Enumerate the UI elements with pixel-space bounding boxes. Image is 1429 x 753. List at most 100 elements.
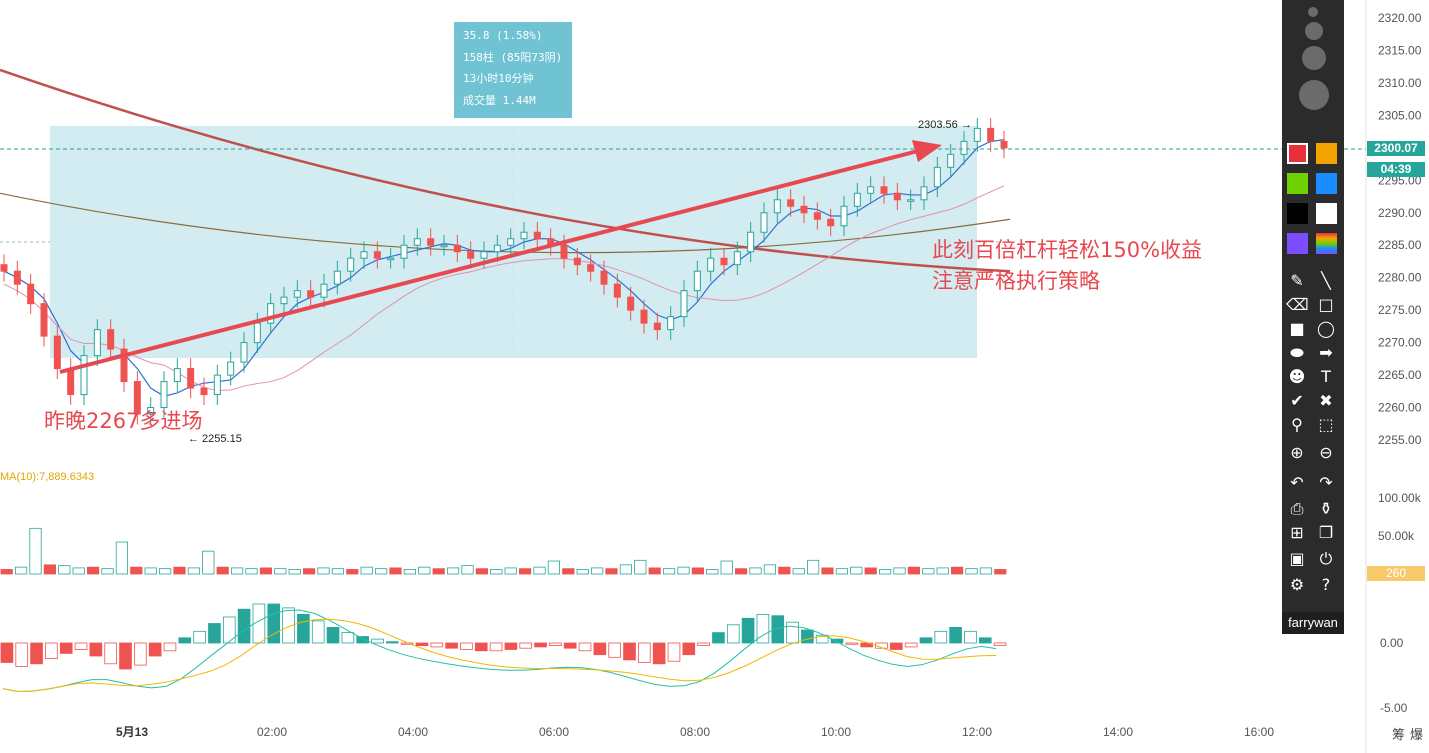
color-swatch[interactable] <box>1287 233 1308 254</box>
stamp-icon[interactable]: ⚱ <box>1319 499 1333 518</box>
volume-bar <box>288 569 301 575</box>
moving-average-lines <box>0 68 1011 397</box>
volume-bar <box>317 567 330 575</box>
redo-icon[interactable]: ↷ <box>1319 473 1333 492</box>
macd-bar <box>430 642 444 648</box>
add-page-icon[interactable]: ⊞ <box>1290 523 1304 542</box>
brush-size-4[interactable] <box>1299 80 1329 110</box>
candle-body <box>493 244 501 253</box>
brush-size-3[interactable] <box>1302 46 1326 70</box>
macd-bar <box>756 614 770 644</box>
cross-icon[interactable]: ✖ <box>1319 391 1333 410</box>
candle-body <box>27 283 35 305</box>
gear-icon[interactable]: ⚙ <box>1289 575 1305 594</box>
candle-body <box>40 303 48 337</box>
candle-body <box>960 140 968 155</box>
candle-body <box>920 186 928 201</box>
color-swatch[interactable] <box>1316 203 1337 224</box>
power-icon[interactable]: ⏻ <box>1319 549 1333 568</box>
y-tick-label: 2265.00 <box>1378 368 1422 382</box>
macd-bar <box>726 624 740 644</box>
eyedropper-icon[interactable]: ⚲ <box>1291 415 1303 434</box>
candlestick-series <box>0 117 1008 425</box>
help-icon[interactable]: ? <box>1321 575 1331 594</box>
candle-body <box>160 381 168 409</box>
square-outline-icon[interactable]: □ <box>1318 295 1334 314</box>
candle-body <box>373 251 381 259</box>
zoom-out-icon[interactable]: ⊖ <box>1319 443 1333 462</box>
macd-bar <box>549 642 562 646</box>
square-filled-icon[interactable]: ■ <box>1289 319 1305 338</box>
macd-bar <box>519 642 533 649</box>
copy-icon[interactable]: ❐ <box>1318 523 1334 542</box>
candle-body <box>720 257 728 266</box>
candle-body <box>867 186 875 194</box>
color-swatch[interactable] <box>1316 173 1337 194</box>
selection-icon[interactable]: ⬚ <box>1318 415 1334 434</box>
candle-body <box>240 342 248 363</box>
brush-size-2[interactable] <box>1305 22 1323 40</box>
advice-annotation: 注意严格执行策略 <box>932 269 1100 293</box>
x-tick-label: 14:00 <box>1103 725 1133 739</box>
save-icon[interactable]: ▣ <box>1289 549 1305 568</box>
arrow-icon[interactable]: ➡ <box>1319 343 1333 362</box>
color-swatch[interactable] <box>1287 143 1308 164</box>
macd-bar <box>326 627 340 644</box>
eraser-icon[interactable]: ⌫ <box>1286 295 1309 314</box>
macd-bar <box>415 642 429 646</box>
person-icon[interactable]: ☻ <box>1288 367 1306 386</box>
candle-body <box>320 283 328 298</box>
line-icon[interactable]: ╲ <box>1321 271 1331 290</box>
macd-bar <box>534 642 547 648</box>
candle-body <box>333 270 341 285</box>
brush-size-1[interactable] <box>1308 7 1318 17</box>
color-swatch[interactable] <box>1316 143 1337 164</box>
y-tick-label: 2315.00 <box>1378 43 1422 57</box>
macd-bar <box>578 642 592 652</box>
color-swatch[interactable] <box>1287 173 1308 194</box>
burst-label[interactable]: 爆 <box>1410 728 1424 743</box>
print-icon[interactable]: ⎙ <box>1290 499 1304 518</box>
chips-label[interactable]: 筹 <box>1392 728 1406 743</box>
macd-bar <box>949 627 962 644</box>
candle-body <box>360 251 368 259</box>
macd-bar <box>89 642 103 657</box>
candle-body <box>13 270 21 285</box>
volume-value-tag: 260 <box>1367 566 1425 581</box>
y-tick-label: 2275.00 <box>1378 303 1422 317</box>
tooltip-volume: 成交量 1.44M <box>463 93 536 107</box>
candle-body <box>187 368 195 389</box>
undo-icon[interactable]: ↶ <box>1290 473 1304 492</box>
drawing-toolbar[interactable]: ✎ ╲ ⌫ □ ■ ◯ ⬬ ➡ ☻ T ✔ ✖ ⚲ ⬚ ⊕ ⊖ ↶ ↷ ⎙ ⚱ ⊞ ❐ ▣ ⏻ ⚙? farrywan <box>1282 0 1344 634</box>
check-icon[interactable]: ✔ <box>1290 391 1304 410</box>
text-icon[interactable]: T <box>1321 367 1331 386</box>
candle-body <box>307 290 315 298</box>
y-tick-label: 2270.00 <box>1378 336 1422 350</box>
candle-body <box>213 374 221 396</box>
ellipse-outline-icon[interactable]: ◯ <box>1317 319 1335 338</box>
y-tick-label: 2290.00 <box>1378 206 1422 220</box>
candle-body <box>387 257 395 261</box>
macd-bar <box>608 642 621 658</box>
volume-bar <box>0 569 13 575</box>
macd-bar <box>682 642 696 656</box>
ellipse-filled-icon[interactable]: ⬬ <box>1290 343 1304 362</box>
candle-body <box>413 238 421 246</box>
color-swatch[interactable] <box>1287 203 1308 224</box>
ma-long-line <box>0 68 1011 273</box>
zoom-in-icon[interactable]: ⊕ <box>1290 443 1304 462</box>
volume-bar <box>907 566 921 575</box>
macd-bar <box>771 615 785 644</box>
candle-body <box>680 290 688 318</box>
macd-bar <box>193 630 206 644</box>
pencil-icon[interactable]: ✎ <box>1290 271 1304 290</box>
macd-bar <box>697 642 710 646</box>
volume-bar <box>965 568 978 575</box>
macd-bar <box>890 642 903 650</box>
x-tick-label: 16:00 <box>1244 725 1274 739</box>
ma-medium-line <box>3 185 1005 392</box>
volume-bar <box>778 566 791 575</box>
color-swatch[interactable] <box>1316 233 1337 254</box>
macd-bar <box>741 617 755 644</box>
